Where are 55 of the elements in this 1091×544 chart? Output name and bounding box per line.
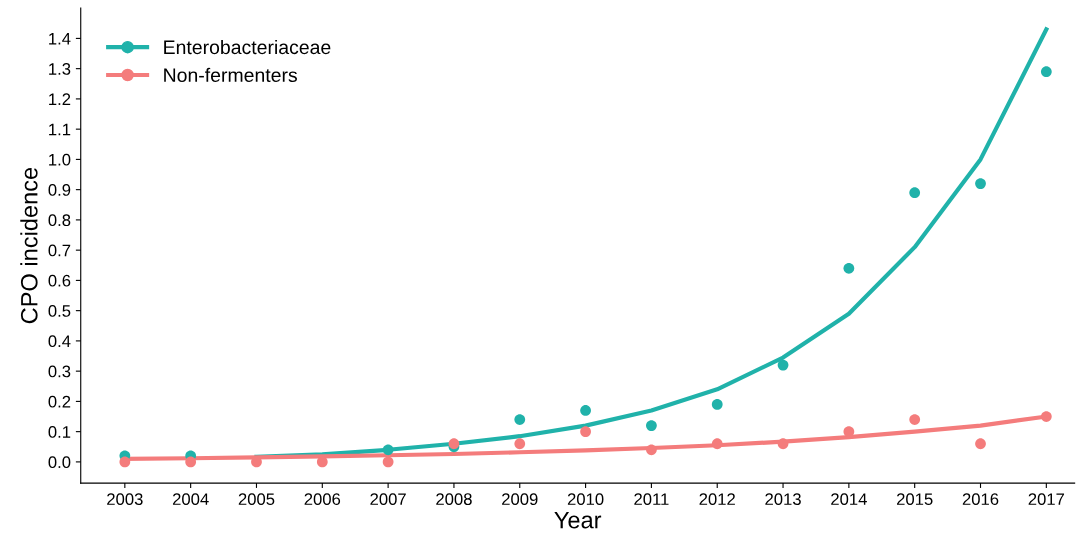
- x-tick-label: 2004: [172, 493, 209, 506]
- y-tick-label: 0.7: [48, 244, 71, 257]
- point: [514, 414, 526, 425]
- y-tick-label: 1.4: [49, 32, 71, 45]
- x-tick-label: 2009: [502, 493, 538, 506]
- y-tick-label: 0.9: [48, 184, 71, 196]
- point: [843, 262, 855, 274]
- x-tick-label: 2012: [699, 493, 735, 506]
- y-tick-label: 0.6: [48, 274, 71, 287]
- point: [580, 426, 591, 438]
- y-tick-label: 0.8: [48, 214, 71, 227]
- x-tick-label: 2008: [436, 493, 472, 506]
- y-tick-label: 0.0: [48, 456, 71, 469]
- point: [909, 414, 921, 425]
- point: [711, 438, 723, 450]
- legend-label: Non-fermenters: [164, 67, 297, 83]
- x-tick-label: 2017: [1028, 493, 1065, 506]
- x-tick-label: 2010: [567, 493, 604, 506]
- y-axis-title: CPO incidence: [20, 167, 38, 324]
- x-tick-label: 2014: [831, 493, 867, 506]
- point: [382, 444, 394, 456]
- y-tick-label: 1.2: [49, 93, 71, 105]
- y-tick-label: 1.3: [49, 63, 71, 75]
- y-tick-label: 1.0: [49, 153, 71, 166]
- point: [580, 405, 591, 416]
- point: [975, 438, 986, 450]
- x-tick-label: 2003: [107, 493, 143, 506]
- y-tick-label: 0.3: [48, 365, 71, 378]
- x-tick-label: 2007: [370, 493, 406, 506]
- point: [1040, 66, 1052, 78]
- x-tick-label: 2016: [962, 493, 999, 506]
- point: [119, 456, 131, 468]
- point: [382, 456, 394, 468]
- x-tick-label: 2006: [304, 493, 341, 506]
- y-tick-label: 0.2: [48, 395, 71, 408]
- x-tick-label: 2011: [634, 493, 669, 506]
- y-tick-label: 1.1: [49, 123, 71, 136]
- y-tick-label: 0.5: [48, 305, 71, 317]
- point: [185, 456, 197, 468]
- x-tick-label: 2015: [896, 493, 933, 506]
- y-tick-label: 0.1: [48, 426, 71, 438]
- x-axis-title: Year: [554, 511, 602, 529]
- legend-label: Enterobacteriaceae: [164, 39, 331, 55]
- point: [909, 187, 921, 199]
- point: [711, 399, 723, 410]
- point: [1040, 411, 1052, 422]
- point: [646, 444, 657, 456]
- point: [514, 438, 526, 450]
- point: [777, 438, 789, 450]
- point: [777, 359, 789, 371]
- x-tick-label: 2013: [765, 493, 801, 506]
- y-tick-label: 0.4: [48, 335, 71, 348]
- point: [646, 420, 657, 431]
- x-tick-label: 2005: [238, 493, 275, 506]
- point: [975, 178, 986, 189]
